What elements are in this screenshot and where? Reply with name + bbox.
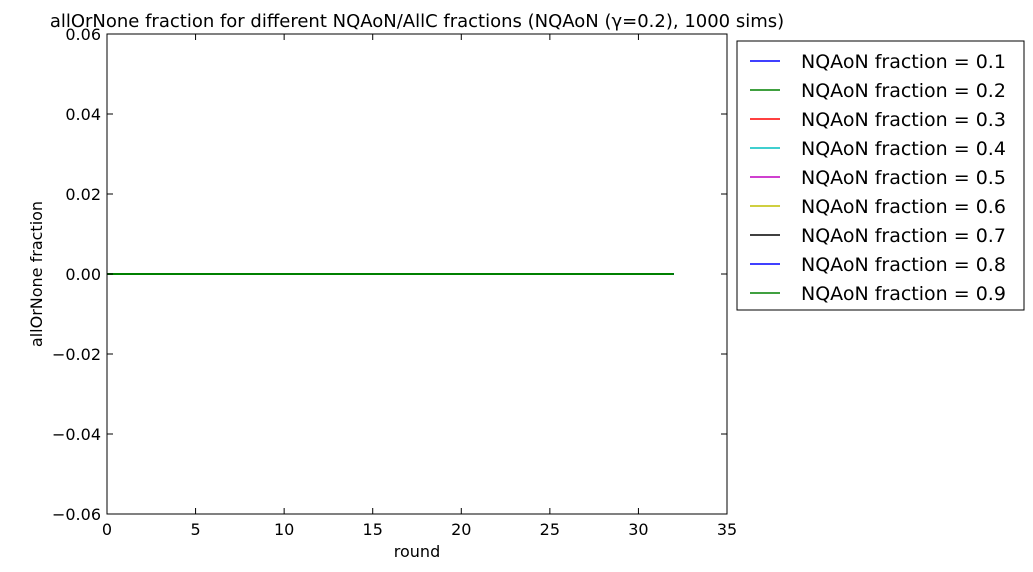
legend-label-9: NQAoN fraction = 0.9 — [801, 283, 1006, 305]
y-tick-label: 0.02 — [65, 185, 101, 204]
legend-label-3: NQAoN fraction = 0.3 — [801, 109, 1006, 131]
y-axis-label: allOrNone fraction — [27, 201, 46, 347]
legend-label-1: NQAoN fraction = 0.1 — [801, 51, 1006, 73]
legend: NQAoN fraction = 0.1 NQAoN fraction = 0.2… — [736, 40, 1025, 311]
legend-label-8: NQAoN fraction = 0.8 — [801, 254, 1006, 276]
y-axis-ticks: −0.06 −0.04 −0.02 0.00 0.02 0.04 0.06 — [52, 25, 727, 524]
legend-entries: NQAoN fraction = 0.1 NQAoN fraction = 0.2… — [750, 51, 1006, 305]
x-tick-label: 5 — [190, 520, 200, 539]
legend-label-5: NQAoN fraction = 0.5 — [801, 167, 1006, 189]
legend-label-7: NQAoN fraction = 0.7 — [801, 225, 1006, 247]
legend-label-2: NQAoN fraction = 0.2 — [801, 80, 1006, 102]
y-tick-label: −0.04 — [52, 425, 101, 444]
y-tick-label: 0.00 — [65, 265, 101, 284]
y-tick-label: 0.04 — [65, 105, 101, 124]
chart-title: allOrNone fraction for different NQAoN/A… — [50, 11, 784, 32]
x-tick-label: 0 — [102, 520, 112, 539]
x-axis-label: round — [394, 542, 440, 561]
x-axis-ticks: 0 5 10 15 20 25 30 35 — [102, 34, 737, 539]
plot-area: 0 5 10 15 20 25 30 35 −0.06 −0.04 −0.02 0.00 0.02 0.… — [52, 25, 737, 539]
legend-box — [736, 40, 1025, 311]
y-tick-label: −0.06 — [52, 505, 101, 524]
x-tick-label: 10 — [274, 520, 294, 539]
y-tick-label: 0.06 — [65, 25, 101, 44]
legend-label-4: NQAoN fraction = 0.4 — [801, 138, 1006, 160]
x-tick-label: 35 — [717, 520, 737, 539]
x-tick-label: 30 — [628, 520, 648, 539]
x-tick-label: 20 — [451, 520, 471, 539]
x-tick-label: 15 — [363, 520, 383, 539]
legend-label-6: NQAoN fraction = 0.6 — [801, 196, 1006, 218]
x-tick-label: 25 — [540, 520, 560, 539]
y-tick-label: −0.02 — [52, 345, 101, 364]
